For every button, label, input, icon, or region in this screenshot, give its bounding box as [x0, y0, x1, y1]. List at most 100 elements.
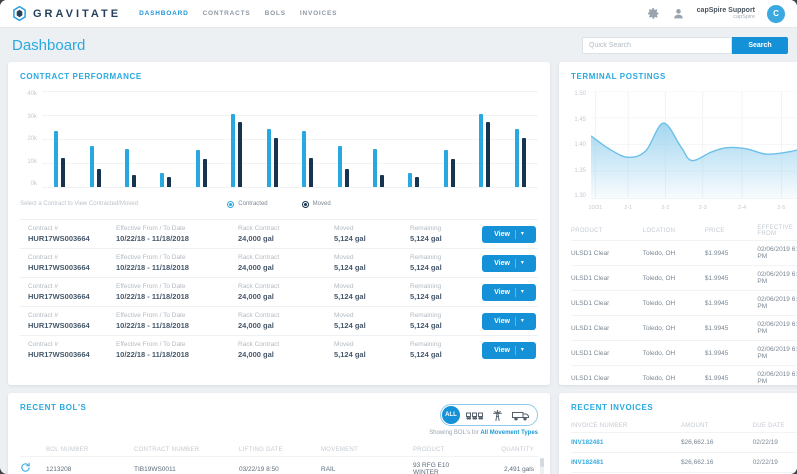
bol-table-header: BOL NUMBER CONTRACT NUMBER LIFTING DATE MOV… [20, 444, 538, 456]
quick-search-input[interactable] [582, 36, 732, 54]
contract-row[interactable]: Contract # HUR17WS003664 Effective From / … [20, 306, 538, 335]
contracted-bar[interactable] [195, 149, 200, 187]
user-block[interactable]: capSpire Support capSpire [697, 7, 755, 21]
moved-bar[interactable] [415, 177, 420, 187]
nav-item-bols[interactable]: BOLS [264, 10, 286, 17]
rack-contract-value: 24,000 gal [238, 292, 274, 301]
moved-bar[interactable] [486, 122, 491, 187]
cell: $1.9945 [704, 324, 729, 332]
sync-status-icon [21, 462, 30, 472]
cell: $1.9945 [704, 299, 729, 307]
moved-amount-cell: Moved 5,124 gal [334, 225, 410, 243]
contract-row[interactable]: Contract # HUR17WS003664 Effective From / … [20, 277, 538, 306]
user-org: capSpire [733, 14, 755, 21]
user-icon[interactable] [672, 7, 685, 20]
view-button[interactable]: View ▾ [482, 283, 536, 301]
moved-bar[interactable] [273, 138, 278, 187]
contracted-bar[interactable] [302, 130, 307, 187]
remaining-amount-label: Remaining [410, 254, 442, 261]
view-button[interactable]: View ▾ [482, 312, 536, 330]
invoice-number-link[interactable]: INV182481 [571, 459, 604, 466]
legend-item-moved[interactable]: Moved [301, 200, 331, 208]
moved-bar[interactable] [96, 169, 101, 187]
cell: Toledo, OH [642, 349, 676, 357]
contracted-bar[interactable] [54, 130, 59, 187]
nav-item-invoices[interactable]: INVOICES [299, 10, 338, 17]
truck-icon[interactable] [512, 409, 529, 422]
bol-row[interactable]: 1213208 TIB19WS0011 03/22/19 8:50 RAIL 93 RF… [20, 456, 538, 474]
contract-row[interactable]: Contract # HUR17WS003664 Effective From / … [20, 248, 538, 277]
moved-bar[interactable] [238, 122, 243, 187]
moved-bar[interactable] [167, 177, 172, 187]
contracted-bar[interactable] [89, 146, 94, 187]
moved-bar[interactable] [309, 158, 314, 187]
recent-invoices-panel: RECENT INVOICES INVOICE NUMBER AMOUNT DUE … [559, 393, 797, 474]
bar-chart-y-axis: 40k 30k 20k 10k 0k [20, 91, 42, 187]
contracted-bar[interactable] [373, 148, 377, 187]
filter-all-button[interactable]: ALL [442, 406, 460, 424]
moved-amount-cell: Moved 5,124 gal [334, 341, 410, 359]
cell: 03/22/19 8:50 [239, 465, 279, 473]
contracted-bar[interactable] [479, 113, 484, 187]
contracted-bar[interactable] [443, 149, 448, 187]
legend-item-contracted[interactable]: Contracted [227, 200, 268, 208]
moved-bar[interactable] [61, 158, 66, 187]
remaining-amount-label: Remaining [410, 283, 442, 290]
contracted-bar[interactable] [337, 146, 342, 187]
y-tick-label: 10k [27, 158, 37, 165]
moved-amount-label: Moved [334, 341, 354, 348]
terminal-table-header: PRODUCT LOCATION PRICE EFFECTIVE FROM [571, 222, 797, 240]
contract-row[interactable]: Contract # HUR17WS003664 Effective From / … [20, 335, 538, 364]
bar-chart-plot[interactable] [42, 91, 538, 188]
moved-bar[interactable] [132, 175, 137, 187]
contracted-bar[interactable] [231, 113, 236, 187]
x-tick-label: 10/31 [588, 205, 603, 211]
contract-number-value: HUR17WS003664 [28, 292, 90, 301]
contracted-bar[interactable] [408, 172, 413, 187]
cell: $1.9945 [704, 249, 729, 257]
user-avatar[interactable]: C [767, 4, 785, 23]
settings-gear-icon[interactable] [647, 7, 660, 20]
brand[interactable]: GRAVITATE [12, 6, 121, 21]
remaining-amount-label: Remaining [410, 312, 442, 319]
invoice-number-link[interactable]: INV182481 [571, 439, 604, 446]
terminal-posting-row: ULSD1 Clear Toledo, OH $1.9945 02/06/2019 6… [571, 265, 797, 290]
contracted-bar[interactable] [266, 129, 271, 187]
contracted-bar[interactable] [125, 148, 130, 187]
bol-table-scrollbar[interactable] [540, 458, 544, 474]
moved-bar[interactable] [380, 175, 384, 187]
recent-invoices-title: RECENT INVOICES [571, 403, 654, 412]
contract-performance-chart: 40k 30k 20k 10k 0k [20, 91, 538, 188]
moved-bar[interactable] [521, 138, 526, 187]
cell: 02/06/2019 6:00 PM [757, 371, 797, 385]
invoice-row: INV182481 $26,662.16 02/22/19 [571, 452, 797, 472]
rail-icon[interactable] [466, 409, 483, 422]
all-movement-types-link[interactable]: All Movement Types [480, 430, 538, 436]
moved-bar[interactable] [450, 158, 455, 187]
cell: 2,491 gals [504, 465, 534, 473]
contract-row[interactable]: Contract # HUR17WS003664 Effective From / … [20, 219, 538, 248]
effective-dates-cell: Effective From / To Date 10/22/18 - 11/18… [116, 225, 238, 243]
search-button[interactable]: Search [732, 36, 788, 54]
contract-number-value: HUR17WS003664 [28, 263, 90, 272]
recent-bols-table: BOL NUMBER CONTRACT NUMBER LIFTING DATE MOV… [20, 444, 544, 474]
view-button-divider [514, 258, 516, 268]
pipeline-icon[interactable] [489, 409, 506, 422]
moved-amount-value: 5,124 gal [334, 234, 366, 243]
rack-contract-cell: Rack Contract 24,000 gal [238, 283, 334, 301]
moved-bar[interactable] [202, 158, 207, 187]
nav-item-contracts[interactable]: CONTRACTS [202, 10, 251, 17]
view-button[interactable]: View ▾ [482, 225, 536, 243]
x-tick-label: 2-4 [738, 205, 747, 211]
bar-group [195, 91, 207, 187]
contracted-bar[interactable] [160, 172, 165, 187]
moved-bar[interactable] [344, 169, 349, 187]
cell: RAIL [321, 465, 336, 473]
contract-number-cell: Contract # HUR17WS003664 [28, 283, 116, 301]
rack-contract-label: Rack Contract [238, 225, 280, 232]
nav-item-dashboard[interactable]: DASHBOARD [139, 10, 189, 17]
contracted-bar[interactable] [514, 129, 519, 187]
view-button[interactable]: View ▾ [482, 341, 536, 359]
view-button[interactable]: View ▾ [482, 254, 536, 272]
rack-contract-cell: Rack Contract 24,000 gal [238, 225, 334, 243]
